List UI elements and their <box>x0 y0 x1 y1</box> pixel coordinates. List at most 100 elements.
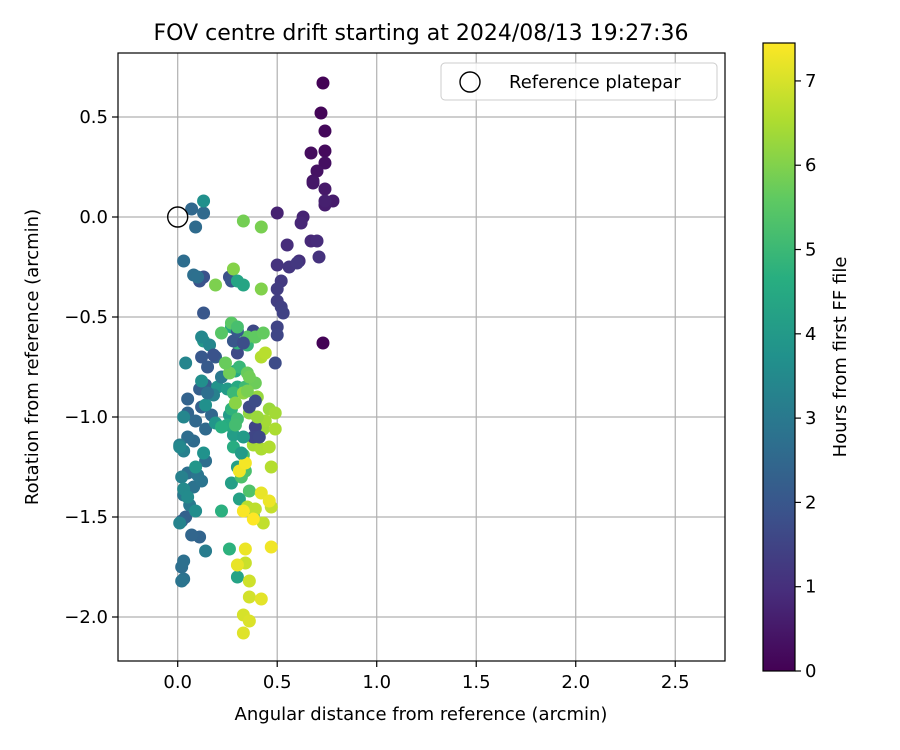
data-point <box>270 206 284 220</box>
data-point <box>197 306 211 320</box>
data-point <box>268 406 282 420</box>
data-point <box>197 194 211 208</box>
x-tick-label: 1.5 <box>462 672 491 693</box>
colorbar-gradient <box>762 42 796 672</box>
x-tick-label: 2.0 <box>561 672 590 693</box>
data-point <box>181 430 195 444</box>
colorbar-ticks: 0 1 2 3 4 5 6 7 <box>795 71 816 682</box>
colorbar-tick-label: 3 <box>805 408 816 429</box>
data-point <box>181 392 195 406</box>
data-point <box>199 398 213 412</box>
data-point <box>262 494 276 508</box>
data-point <box>306 176 320 190</box>
data-point <box>199 544 213 558</box>
x-tick-label: 1.0 <box>362 672 391 693</box>
data-point <box>197 206 211 220</box>
data-point <box>177 254 191 268</box>
legend-marker <box>459 71 481 93</box>
data-point <box>240 384 254 398</box>
data-point <box>209 278 223 292</box>
x-axis-label: Angular distance from reference (arcmin) <box>235 704 608 725</box>
data-point <box>318 124 332 138</box>
data-point <box>262 440 276 454</box>
data-point <box>222 366 236 380</box>
y-tick-label: −2.0 <box>64 607 108 628</box>
colorbar-label: Hours from first FF file <box>830 257 851 458</box>
data-point <box>248 502 262 516</box>
data-point <box>230 570 244 584</box>
colorbar: 0 1 2 3 4 5 6 7 Hours from first FF file <box>762 42 851 682</box>
data-point <box>316 336 330 350</box>
data-point <box>318 182 332 196</box>
plot-frame <box>117 52 726 662</box>
data-point <box>318 144 332 158</box>
x-tick-label: 0.5 <box>263 672 292 693</box>
data-point <box>230 320 244 334</box>
colorbar-tick-label: 1 <box>805 577 816 598</box>
data-point <box>234 446 248 460</box>
data-point <box>189 504 203 518</box>
data-point <box>195 350 209 364</box>
y-axis-ticks: 0.5 0.0 −0.5 −1.0 −1.5 −2.0 <box>64 107 118 628</box>
y-tick-label: −1.0 <box>64 407 108 428</box>
data-point <box>195 374 209 388</box>
data-point <box>228 396 242 410</box>
data-point <box>177 410 191 424</box>
data-point <box>264 460 278 474</box>
data-point <box>242 574 256 588</box>
data-point <box>222 542 236 556</box>
data-point <box>175 574 189 588</box>
data-point <box>236 336 250 350</box>
data-point <box>230 274 244 288</box>
data-point <box>232 492 246 506</box>
data-point <box>250 410 264 424</box>
y-axis-label: Rotation from reference (arcmin) <box>22 209 43 505</box>
data-point <box>203 338 217 352</box>
data-point <box>214 504 228 518</box>
data-point <box>226 262 240 276</box>
colorbar-tick-label: 4 <box>805 324 816 345</box>
data-point <box>280 238 294 252</box>
data-point <box>316 76 330 90</box>
data-point <box>246 512 260 526</box>
data-point <box>304 146 318 160</box>
data-point <box>242 370 256 384</box>
data-point <box>185 202 199 216</box>
data-point <box>197 446 211 460</box>
chart-title: FOV centre drift starting at 2024/08/13 … <box>154 21 689 46</box>
data-point <box>236 214 250 228</box>
data-point <box>201 360 215 374</box>
data-point <box>195 330 209 344</box>
colorbar-tick-label: 5 <box>805 240 816 261</box>
reference-point-marker <box>167 206 189 228</box>
data-point <box>191 270 205 284</box>
data-point <box>218 356 232 370</box>
x-tick-label: 0.0 <box>163 672 192 693</box>
colorbar-tick-label: 0 <box>805 661 816 682</box>
data-point <box>236 504 250 518</box>
data-point <box>314 106 328 120</box>
y-tick-label: 0.5 <box>79 107 108 128</box>
data-point <box>310 234 324 248</box>
legend-label: Reference platepar <box>509 72 681 93</box>
data-point <box>175 470 189 484</box>
legend-box <box>440 62 718 101</box>
data-point <box>226 428 240 442</box>
data-point <box>242 484 256 498</box>
data-point <box>270 258 284 272</box>
legend: Reference platepar <box>440 62 718 101</box>
data-point <box>270 328 284 342</box>
colorbar-tick-label: 2 <box>805 492 816 513</box>
data-point <box>173 516 187 530</box>
data-point <box>318 194 332 208</box>
data-point <box>224 476 238 490</box>
x-axis-ticks: 0.0 0.5 1.0 1.5 2.0 2.5 <box>163 661 690 693</box>
data-point <box>258 346 272 360</box>
data-point <box>254 486 268 500</box>
data-point <box>189 460 203 474</box>
data-point <box>248 394 262 408</box>
data-point <box>254 592 268 606</box>
data-point <box>268 422 282 436</box>
data-point <box>189 220 203 234</box>
